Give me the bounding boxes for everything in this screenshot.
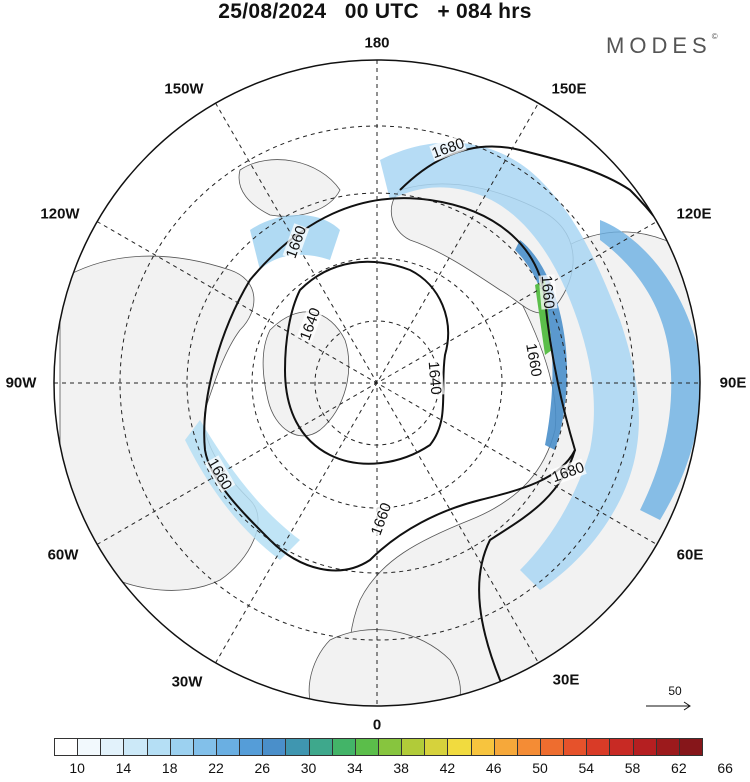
colorbar-cell: [563, 738, 588, 756]
colorbar-tick-label: 22: [208, 760, 224, 776]
colorbar-tick-label: 66: [717, 760, 733, 776]
contour-label-bg: [549, 458, 587, 486]
colorbar-tick-label: 10: [69, 760, 85, 776]
colorbar-tick-label: 58: [624, 760, 641, 776]
colorbar-cell: [401, 738, 426, 756]
jet-core: [515, 240, 567, 450]
contour-label-bg: [282, 223, 310, 261]
lon-label-150e: 150E: [551, 80, 587, 98]
colorbar-cell: [169, 738, 194, 756]
colorbar-tick-label: 42: [439, 760, 456, 776]
lon-label-120e: 120E: [676, 205, 712, 223]
jet-west: [185, 420, 300, 560]
chart-title: 25/08/2024 00 UTC + 084 hrs: [218, 0, 532, 23]
colorbar-tick-label: 46: [485, 760, 502, 776]
copyright-mark: ©: [711, 31, 718, 41]
contour-1640-inner: [283, 260, 450, 465]
colorbar-cell: [100, 738, 125, 756]
lon-label-180: 180: [364, 34, 390, 52]
brand-logo: MODES©: [606, 31, 718, 59]
lon-label-60w: 60W: [47, 546, 79, 564]
colorbar-tick-label: 14: [115, 760, 132, 776]
lon-label-150w: 150W: [164, 80, 204, 98]
colorbar-cell: [540, 738, 565, 756]
colorbar-cell: [678, 738, 703, 756]
contour-label: 1660: [538, 275, 558, 310]
colorbar-cell: [609, 738, 634, 756]
colorbar-tick-label: 38: [393, 760, 409, 776]
colorbar-cell: [447, 738, 472, 756]
colorbar-tick-label: 30: [300, 760, 317, 776]
colorbar-cell: [285, 738, 310, 756]
colorbar: [54, 738, 703, 758]
colorbar-tick-label: 50: [532, 760, 548, 776]
colorbar-cell: [146, 738, 171, 756]
colorbar-cell: [424, 738, 449, 756]
meridian-150: [215, 102, 539, 664]
lon-label-30w: 30W: [171, 673, 203, 691]
contour-label-bg: [538, 274, 558, 310]
colorbar-cell: [123, 738, 148, 756]
lon-label-30e: 30E: [552, 671, 580, 689]
jet-asia: [380, 142, 639, 590]
lon-label-60e: 60E: [676, 546, 704, 564]
contour-label: 1640: [425, 361, 445, 396]
colorbar-cell: [378, 738, 403, 756]
colorbar-cell: [470, 738, 495, 756]
colorbar-cell: [354, 738, 379, 756]
contour-label: 1660: [522, 342, 545, 378]
colorbar-cell: [77, 738, 102, 756]
colorbar-cell: [493, 738, 518, 756]
colorbar-tick-label: 34: [347, 760, 363, 776]
map-boundary: [53, 59, 701, 707]
contour-1680-south: [478, 449, 576, 701]
land-greenland: [262, 311, 350, 437]
colorbar-cell: [262, 738, 287, 756]
contour-label-bg: [425, 360, 445, 396]
colorbar-tick-label: 18: [161, 760, 178, 776]
contour-label-bg: [429, 134, 467, 162]
colorbar-cell: [216, 738, 241, 756]
colorbar-cell: [586, 738, 611, 756]
colorbar-cell: [516, 738, 541, 756]
lon-label-90e: 90E: [719, 374, 747, 392]
colorbar-cell: [655, 738, 680, 756]
colorbar-tick-label: 62: [671, 760, 687, 776]
reference-vector: 50: [646, 684, 706, 714]
colorbar-cell: [54, 738, 79, 756]
colorbar-cell: [632, 738, 657, 756]
contour-label-bg: [296, 305, 324, 343]
colorbar-cell: [308, 738, 333, 756]
lon-label-0: 0: [372, 716, 382, 734]
contour-label-bg: [367, 500, 395, 538]
contour-label-bg: [523, 341, 545, 379]
colorbar-cell: [239, 738, 264, 756]
contour-label-bg: [204, 455, 236, 493]
colorbar-cell: [331, 738, 356, 756]
jet-east-edge: [600, 220, 700, 520]
colorbar-cell: [192, 738, 217, 756]
jet-green-core: [535, 280, 552, 355]
reference-vector-label: 50: [668, 684, 682, 698]
brand-text: MODES: [606, 33, 712, 58]
reference-arrow-icon: [646, 701, 691, 711]
colorbar-tick-label: 26: [254, 760, 271, 776]
colorbar-tick-label: 54: [578, 760, 595, 776]
lon-label-90w: 90W: [5, 374, 37, 392]
land-alaska: [238, 159, 341, 217]
lon-label-120w: 120W: [40, 205, 80, 223]
